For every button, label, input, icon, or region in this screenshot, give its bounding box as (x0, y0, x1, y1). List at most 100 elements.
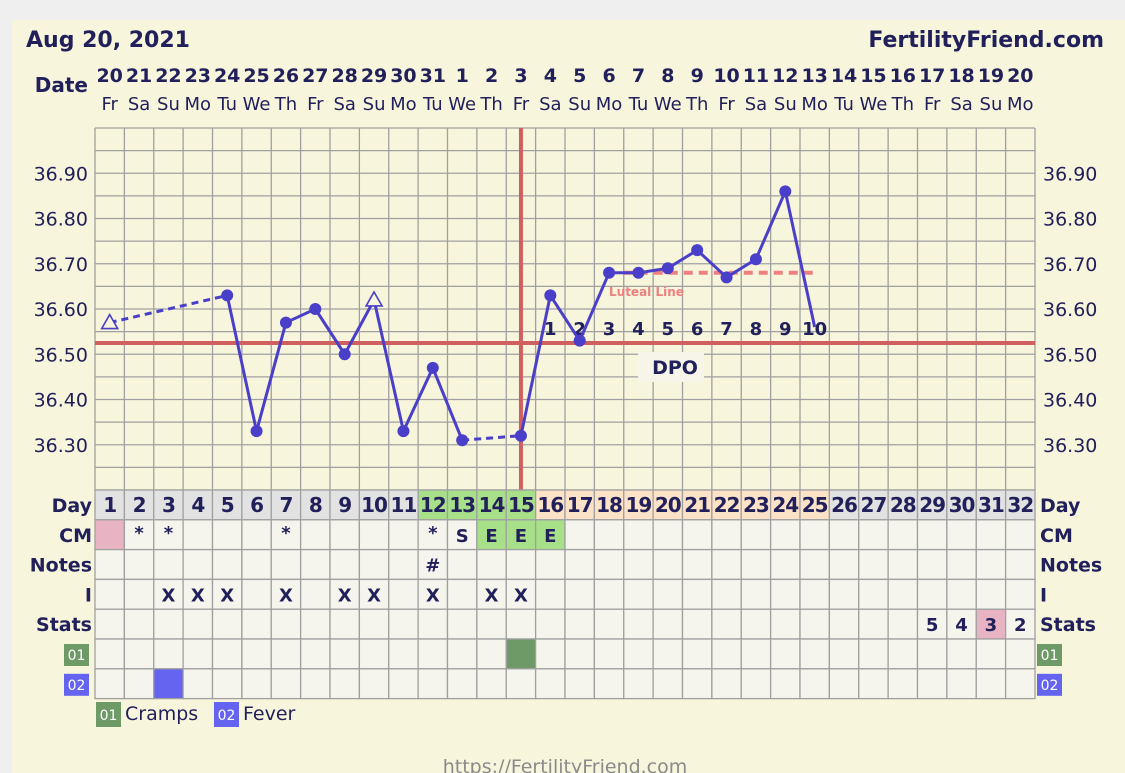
intercourse-row-cell[interactable] (652, 578, 684, 610)
temp-point[interactable] (397, 425, 410, 438)
symptom-01-row-cell[interactable] (975, 638, 1007, 670)
notes-row-cell[interactable] (1004, 548, 1036, 581)
symptom-02-row-cell[interactable] (887, 668, 919, 700)
symptom-02-row-cell[interactable] (388, 668, 419, 700)
cm-row-cell[interactable] (564, 519, 596, 551)
stats-row-cell[interactable] (593, 608, 625, 640)
symptom-01-row-cell[interactable] (388, 638, 419, 670)
cm-row-cell[interactable] (94, 519, 126, 551)
day-row-cell[interactable] (534, 489, 566, 521)
cm-row-cell[interactable] (975, 519, 1007, 551)
symptom-02-row-cell[interactable] (828, 668, 860, 700)
symptom-01-row-cell[interactable] (740, 638, 772, 670)
intercourse-row-cell[interactable] (681, 578, 713, 610)
symptom-02-row-cell[interactable] (476, 668, 507, 700)
notes-row-cell[interactable] (858, 548, 889, 581)
symptom-01-row-cell[interactable] (858, 638, 889, 670)
notes-row-cell[interactable] (270, 548, 302, 581)
temp-point[interactable] (426, 361, 439, 374)
notes-row-cell[interactable] (887, 548, 919, 581)
symptom-01-row-cell[interactable] (476, 638, 507, 670)
cm-row-cell[interactable] (476, 519, 507, 551)
symptom-01-row-cell[interactable] (916, 638, 948, 670)
notes-row-cell[interactable] (241, 548, 272, 581)
cm-row-cell[interactable] (299, 519, 331, 551)
intercourse-row-cell[interactable] (916, 578, 948, 610)
symptom-02-row-cell[interactable] (1004, 668, 1036, 700)
symptom-01-row-cell[interactable] (153, 638, 184, 670)
stats-row-cell[interactable] (769, 608, 801, 640)
symptom-01-row-cell[interactable] (446, 638, 478, 670)
symptom-02-row-cell[interactable] (94, 668, 126, 700)
symptom-02-row-cell[interactable] (916, 668, 948, 700)
symptom-01-row-cell[interactable] (769, 638, 801, 670)
site-name[interactable]: FertilityFriend.com (868, 28, 1104, 53)
stats-row-cell[interactable] (94, 608, 126, 640)
day-row-cell[interactable] (916, 489, 948, 521)
cm-row-cell[interactable] (446, 519, 478, 551)
cm-row-cell[interactable] (740, 519, 772, 551)
intercourse-row-cell[interactable] (446, 578, 478, 610)
symptom-02-row-cell[interactable] (593, 668, 625, 700)
day-row-cell[interactable] (1004, 489, 1036, 521)
symptom-01-row-cell[interactable] (241, 638, 272, 670)
cm-row-cell[interactable] (593, 519, 625, 551)
symptom-01-row-cell[interactable] (1004, 638, 1036, 670)
symptom-02-row-cell[interactable] (123, 668, 155, 700)
symptom-01-row-cell[interactable] (623, 638, 654, 670)
symptom-02-row-cell[interactable] (270, 668, 302, 700)
day-row-cell[interactable] (299, 489, 331, 521)
cm-row-cell[interactable] (769, 519, 801, 551)
symptom-01-row-cell[interactable] (211, 638, 243, 670)
intercourse-row-cell[interactable] (388, 578, 419, 610)
symptom-02-row-cell[interactable] (505, 668, 537, 700)
day-row-cell[interactable] (388, 489, 419, 521)
notes-row-cell[interactable] (828, 548, 860, 581)
symptom-01-row-cell[interactable] (329, 638, 361, 670)
symptom-02-row-cell[interactable] (799, 668, 831, 700)
intercourse-row-cell[interactable] (476, 578, 507, 610)
stats-row-cell[interactable] (417, 608, 449, 640)
symptom-01-row-cell[interactable] (358, 638, 390, 670)
cm-row-cell[interactable] (946, 519, 977, 551)
cm-row-cell[interactable] (828, 519, 860, 551)
stats-row-cell[interactable] (270, 608, 302, 640)
stats-row-cell[interactable] (740, 608, 772, 640)
cm-row-cell[interactable] (358, 519, 390, 551)
symptom-02-row-cell[interactable] (241, 668, 272, 700)
temp-point[interactable] (632, 266, 645, 279)
stats-row-cell[interactable] (799, 608, 831, 640)
symptom-01-row-cell[interactable] (681, 638, 713, 670)
symptom-02-row-cell[interactable] (329, 668, 361, 700)
symptom-01-row-cell[interactable] (593, 638, 625, 670)
stats-row-cell[interactable] (681, 608, 713, 640)
stats-row-cell[interactable] (123, 608, 155, 640)
intercourse-row-cell[interactable] (593, 578, 625, 610)
cm-row-cell[interactable] (534, 519, 566, 551)
day-row-cell[interactable] (153, 489, 184, 521)
notes-row-cell[interactable] (299, 548, 331, 581)
symptom-01-row-cell[interactable] (182, 638, 214, 670)
stats-row-cell[interactable] (211, 608, 243, 640)
intercourse-row-cell[interactable] (799, 578, 831, 610)
stats-row-cell[interactable] (858, 608, 889, 640)
symptom-02-row-cell[interactable] (975, 668, 1007, 700)
cm-row-cell[interactable] (329, 519, 361, 551)
stats-row-cell[interactable] (329, 608, 361, 640)
stats-row-cell[interactable] (534, 608, 566, 640)
stats-row-cell[interactable] (241, 608, 272, 640)
notes-row-cell[interactable] (182, 548, 214, 581)
temp-point[interactable] (456, 434, 469, 447)
day-row-cell[interactable] (417, 489, 449, 521)
symptom-01-row-cell[interactable] (123, 638, 155, 670)
day-row-cell[interactable] (858, 489, 889, 521)
notes-row-cell[interactable] (388, 548, 419, 581)
symptom-02-row-cell[interactable] (652, 668, 684, 700)
symptom-02-row-cell[interactable] (711, 668, 742, 700)
intercourse-row-cell[interactable] (505, 578, 537, 610)
temp-point[interactable] (279, 316, 292, 329)
day-row-cell[interactable] (711, 489, 742, 521)
day-row-cell[interactable] (564, 489, 596, 521)
footer-url[interactable]: https://FertilityFriend.com (443, 756, 688, 773)
notes-row-cell[interactable] (799, 548, 831, 581)
